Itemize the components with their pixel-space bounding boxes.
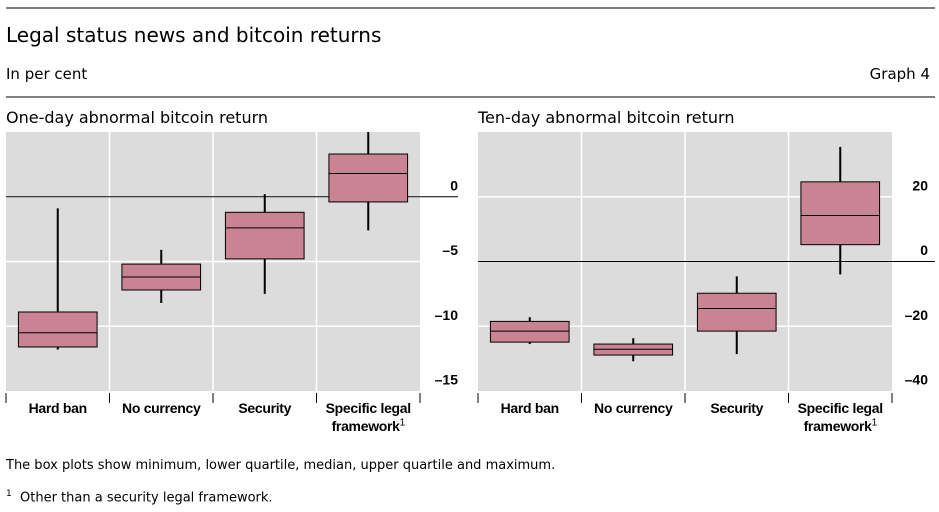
graph-label: Graph 4 xyxy=(869,65,930,83)
footnote-marker: 1 xyxy=(6,489,12,499)
category-text: Hard ban xyxy=(28,400,88,416)
y-tick-label: 0 xyxy=(920,242,928,258)
box xyxy=(696,292,777,332)
category-text: Specific legal framework xyxy=(797,400,884,434)
x-tick-label: Specific legal framework1 xyxy=(790,399,890,435)
note: The box plots show minimum, lower quarti… xyxy=(6,458,556,473)
category-text: Specific legal framework xyxy=(325,400,412,434)
category-text: Security xyxy=(238,400,292,416)
y-tick-label: –15 xyxy=(435,372,459,388)
x-tick-label: No currency xyxy=(583,399,683,417)
y-tick-label: –20 xyxy=(905,307,929,323)
footnote-text: Other than a security legal framework. xyxy=(20,490,273,506)
box xyxy=(17,311,98,348)
category-text: No currency xyxy=(594,400,673,416)
footnote: 1 Other than a security legal framework. xyxy=(6,489,273,505)
category-note: 1 xyxy=(871,417,878,429)
x-tick-label: Hard ban xyxy=(8,399,108,417)
x-tick-label: Security xyxy=(687,399,787,417)
y-tick-label: 20 xyxy=(912,177,928,193)
box xyxy=(800,181,881,246)
y-tick-label: –5 xyxy=(442,242,458,258)
y-tick-label: –40 xyxy=(905,372,929,388)
y-tick-label: 0 xyxy=(450,177,458,193)
box xyxy=(328,153,409,203)
panel-title: Ten-day abnormal bitcoin return xyxy=(478,108,735,127)
title: Legal status news and bitcoin returns xyxy=(6,23,382,47)
category-text: Security xyxy=(710,400,764,416)
x-tick-label: Hard ban xyxy=(480,399,580,417)
x-tick-label: No currency xyxy=(111,399,211,417)
panel-title: One-day abnormal bitcoin return xyxy=(6,108,269,127)
box xyxy=(224,211,305,260)
category-text: No currency xyxy=(122,400,201,416)
subtitle: In per cent xyxy=(6,65,88,83)
category-text: Hard ban xyxy=(500,400,560,416)
x-tick-label: Security xyxy=(215,399,315,417)
category-note: 1 xyxy=(399,417,406,429)
y-tick-label: –10 xyxy=(435,307,459,323)
box xyxy=(489,320,570,343)
x-tick-label: Specific legal framework1 xyxy=(318,399,418,435)
